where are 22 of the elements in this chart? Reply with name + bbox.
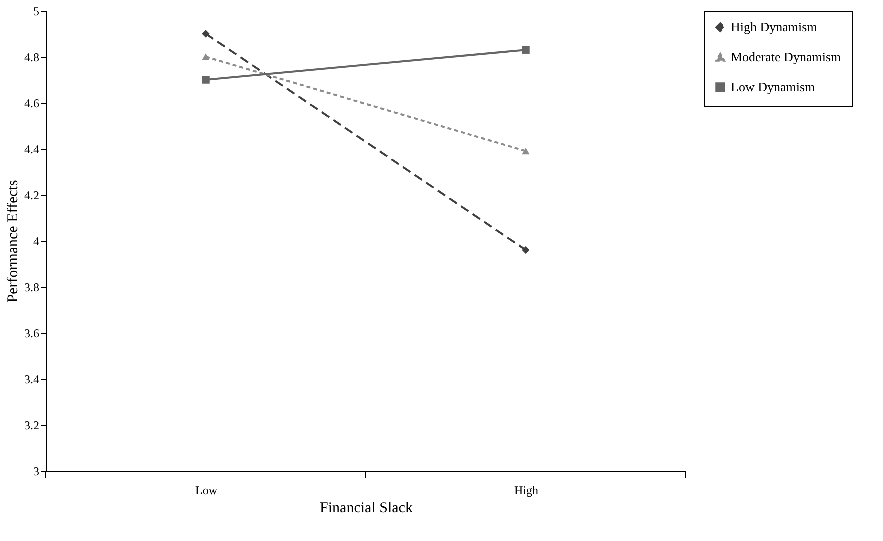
y-tick-label: 3.6: [24, 326, 40, 340]
point: [202, 76, 210, 84]
y-tick-label: 4.6: [24, 96, 40, 110]
y-tick-label: 3.8: [24, 280, 40, 294]
point: [522, 46, 530, 54]
y-tick-label: 4.4: [24, 142, 40, 156]
y-tick-label: 3: [34, 464, 40, 478]
y-tick-label: 5: [34, 4, 40, 18]
y-tick-label: 4.2: [24, 188, 40, 202]
x-tick-label: High: [514, 484, 538, 498]
y-axis-title: Performance Effects: [6, 180, 22, 303]
legend-label: High Dynamism: [731, 20, 818, 34]
y-tick-label: 4.8: [24, 50, 40, 64]
x-tick-label: Low: [196, 484, 218, 498]
y-tick-label: 3.4: [24, 372, 40, 386]
legend-label: Moderate Dynamism: [731, 50, 842, 64]
point: [522, 246, 530, 254]
y-tick-label: 4: [34, 234, 40, 248]
legend-label: Low Dynamism: [731, 80, 816, 94]
x-axis-title: Financial Slack: [320, 500, 414, 516]
point: [202, 30, 210, 38]
y-tick-label: 3.2: [24, 418, 40, 432]
